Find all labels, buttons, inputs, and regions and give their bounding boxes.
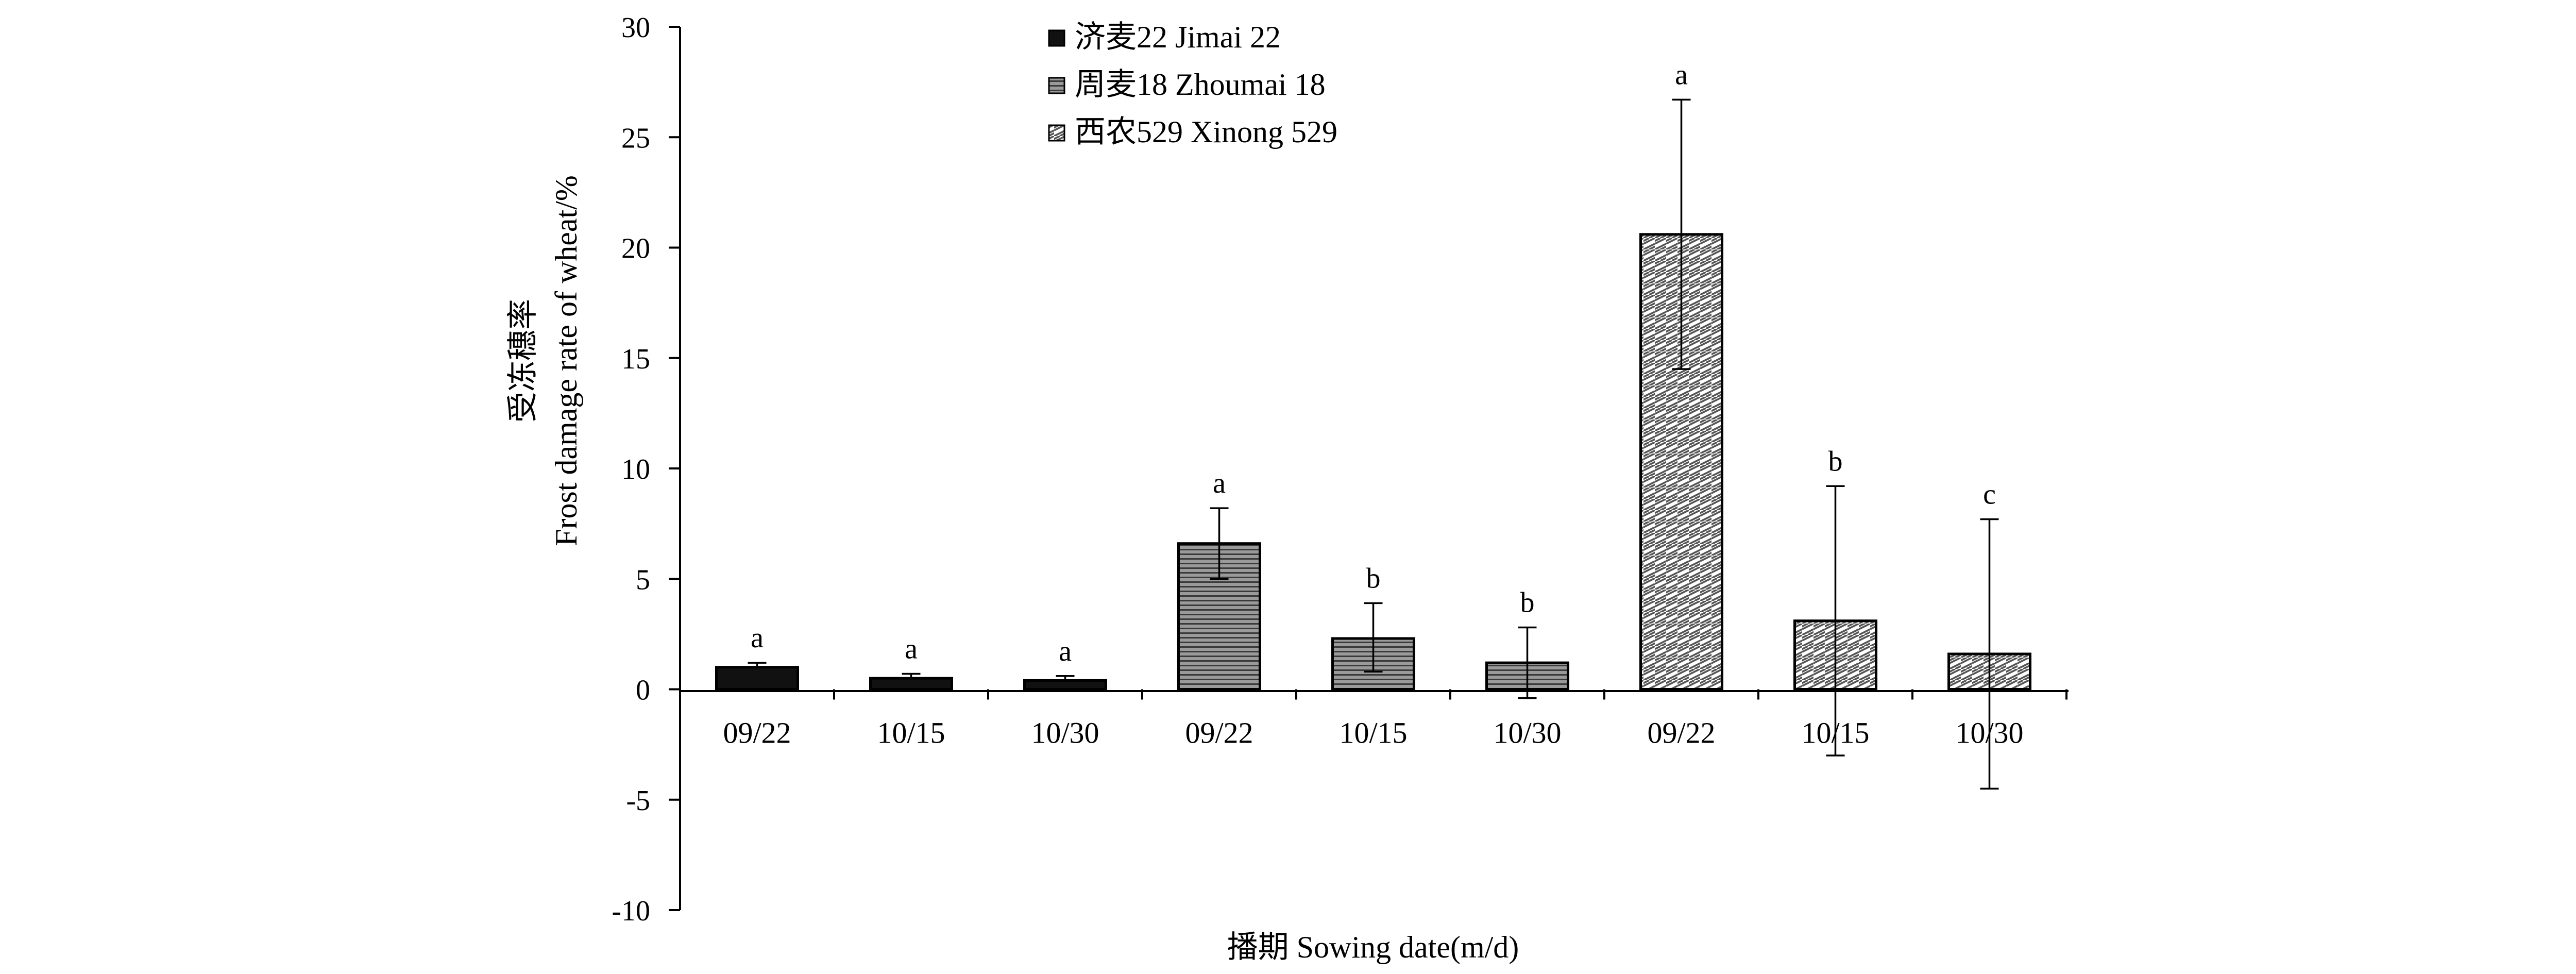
y-axis-title-en: Frost damage rate of wheat/% bbox=[549, 175, 583, 546]
category-label: 09/22 bbox=[1647, 716, 1715, 750]
y-tick-label: 5 bbox=[636, 564, 650, 596]
legend-swatch-zhoumai bbox=[1048, 77, 1065, 94]
legend-swatch-jimai bbox=[1048, 29, 1065, 47]
y-tick-label: -10 bbox=[612, 895, 650, 927]
category-label: 10/15 bbox=[1339, 716, 1407, 750]
y-tick-label: -5 bbox=[626, 785, 650, 817]
category-label: 10/15 bbox=[877, 716, 945, 750]
y-tick-label: 30 bbox=[621, 12, 650, 44]
y-tick-label: 0 bbox=[636, 675, 650, 707]
error-bar-group bbox=[748, 98, 1999, 790]
significance-letter: b bbox=[1828, 445, 1843, 477]
significance-letter: b bbox=[1366, 562, 1381, 594]
significance-letter: b bbox=[1520, 587, 1535, 619]
significance-letter: a bbox=[751, 622, 764, 654]
category-label: 10/30 bbox=[1493, 716, 1561, 750]
category-label: 10/30 bbox=[1955, 716, 2023, 750]
category-label: 09/22 bbox=[723, 716, 791, 750]
category-label: 10/15 bbox=[1801, 716, 1869, 750]
category-label-group: 09/22 10/15 10/30 09/22 10/15 10/30 09/22 10/15… bbox=[723, 716, 2023, 750]
legend: 济麦22 Jimai 22 周麦18 Zhoumai 18 西农529 Xino… bbox=[1048, 20, 1337, 149]
significance-letter: a bbox=[905, 633, 918, 665]
significance-letter: a bbox=[1675, 59, 1688, 91]
category-label: 09/22 bbox=[1185, 716, 1253, 750]
legend-label-xinong: 西农529 Xinong 529 bbox=[1075, 115, 1337, 149]
legend-label-zhoumai: 周麦18 Zhoumai 18 bbox=[1075, 68, 1326, 102]
y-tick-label: 15 bbox=[621, 343, 650, 375]
x-axis-title: 播期 Sowing date(m/d) bbox=[1227, 930, 1519, 964]
y-tick-label: 20 bbox=[621, 233, 650, 265]
bar-0-1 bbox=[869, 677, 953, 691]
y-tick-label: 25 bbox=[621, 122, 650, 154]
significance-letter: c bbox=[1983, 479, 1996, 511]
legend-swatch-xinong bbox=[1048, 124, 1065, 142]
bar-0-0 bbox=[715, 666, 799, 691]
significance-letter: a bbox=[1213, 467, 1226, 499]
y-tick-group: -10 -5 0 5 10 15 20 25 30 bbox=[612, 12, 680, 927]
legend-label-jimai: 济麦22 Jimai 22 bbox=[1075, 20, 1281, 54]
y-axis-title-cn: 受冻穗率 bbox=[506, 299, 540, 423]
x-tick-group bbox=[679, 689, 2067, 700]
significance-letter: a bbox=[1059, 635, 1072, 667]
category-label: 10/30 bbox=[1031, 716, 1099, 750]
significance-letter-group: a a a a b b a b c bbox=[751, 59, 1996, 667]
y-tick-label: 10 bbox=[621, 454, 650, 485]
bar-0-2 bbox=[1023, 679, 1107, 691]
